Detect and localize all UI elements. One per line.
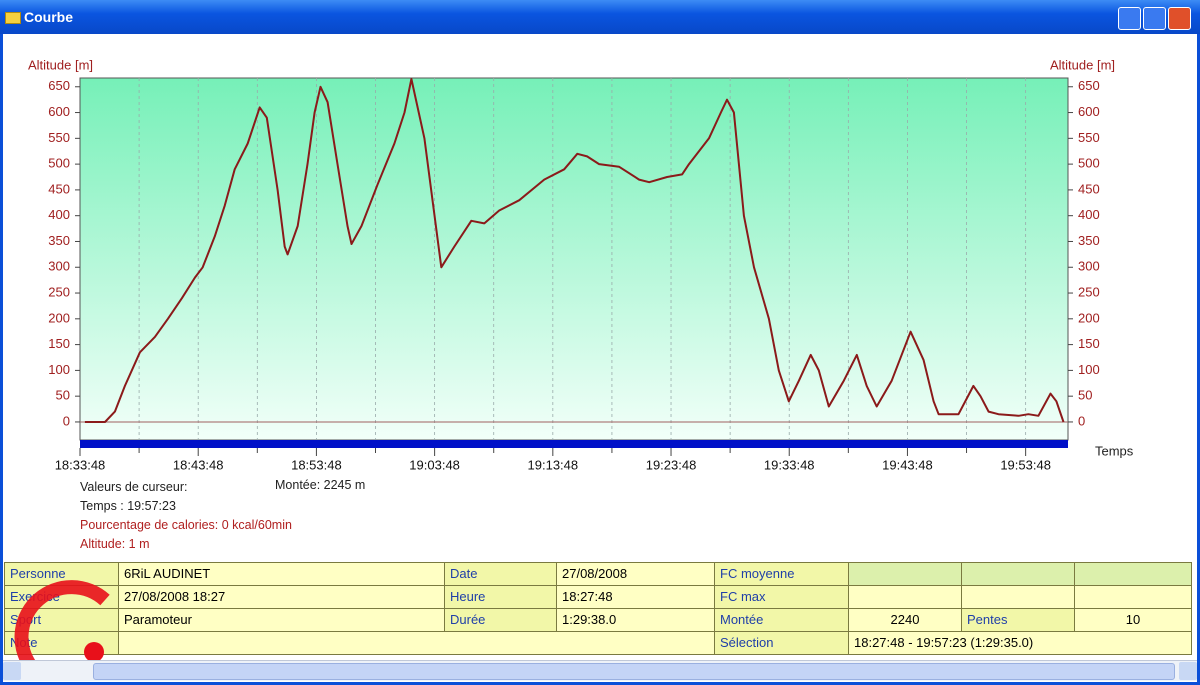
y2-tick-label: 550 (1078, 130, 1100, 145)
scroll-left-button[interactable] (3, 662, 21, 680)
y-tick-label: 650 (48, 78, 70, 93)
cursor-heading: Valeurs de curseur: (80, 480, 188, 494)
cell: 6RiL AUDINET (118, 562, 445, 586)
cell: Paramoteur (118, 608, 445, 632)
minimize-button[interactable] (1118, 7, 1141, 30)
y2-tick-label: 200 (1078, 310, 1100, 325)
y2-tick-label: 50 (1078, 388, 1092, 403)
cell (961, 562, 1075, 586)
cursor-climb: Montée: 2245 m (275, 478, 366, 492)
chart: Altitude [m] Altitude [m] Temps 18:33:48… (28, 57, 1134, 472)
y2-tick-label: 150 (1078, 336, 1100, 351)
cursor-calories: Pourcentage de calories: 0 kcal/60min (80, 518, 292, 532)
cell (1074, 562, 1192, 586)
y2-tick-label: 600 (1078, 104, 1100, 119)
y-tick-label: 600 (48, 104, 70, 119)
x-tick-label: 19:53:48 (1000, 457, 1051, 472)
y-tick-label: 150 (48, 336, 70, 351)
y-tick-label: 200 (48, 310, 70, 325)
x-axis-label: Temps (1095, 443, 1134, 458)
y-tick-label: 400 (48, 207, 70, 222)
cell: FC max (714, 585, 849, 609)
cell: 18:27:48 - 19:57:23 (1:29:35.0) (848, 631, 1192, 655)
cell: 27/08/2008 (556, 562, 715, 586)
x-tick-label: 18:33:48 (55, 457, 106, 472)
cursor-time: Temps : 19:57:23 (80, 499, 176, 513)
x-tick-label: 18:43:48 (173, 457, 224, 472)
time-bar (80, 440, 1068, 448)
y2-tick-label: 500 (1078, 156, 1100, 171)
y-tick-label: 300 (48, 259, 70, 274)
horizontal-scrollbar[interactable] (3, 660, 1197, 681)
close-button[interactable] (1168, 7, 1191, 30)
y2-tick-label: 400 (1078, 207, 1100, 222)
window-icon (5, 12, 21, 24)
y2-tick-label: 450 (1078, 181, 1100, 196)
y2-tick-label: 250 (1078, 284, 1100, 299)
y-tick-label: 0 (63, 413, 70, 428)
cell: Heure (444, 585, 557, 609)
cell: Montée (714, 608, 849, 632)
cell: 18:27:48 (556, 585, 715, 609)
cell: Durée (444, 608, 557, 632)
cursor-altitude: Altitude: 1 m (80, 537, 150, 551)
cell (1074, 585, 1192, 609)
y-tick-label: 350 (48, 233, 70, 248)
cell (961, 585, 1075, 609)
x-tick-label: 19:13:48 (528, 457, 579, 472)
x-tick-label: 19:23:48 (646, 457, 697, 472)
cell (848, 562, 962, 586)
scroll-right-button[interactable] (1179, 662, 1197, 680)
x-tick-label: 19:33:48 (764, 457, 815, 472)
title-bar: Courbe (0, 0, 1200, 34)
x-tick-label: 18:53:48 (291, 457, 342, 472)
y2-tick-label: 100 (1078, 362, 1100, 377)
cell: FC moyenne (714, 562, 849, 586)
cell: 1:29:38.0 (556, 608, 715, 632)
cell: 27/08/2008 18:27 (118, 585, 445, 609)
y2-tick-label: 650 (1078, 78, 1100, 93)
y-tick-label: 250 (48, 284, 70, 299)
x-tick-label: 19:03:48 (409, 457, 460, 472)
x-tick-label: 19:43:48 (882, 457, 933, 472)
plot-background (79, 77, 1069, 441)
cell: Date (444, 562, 557, 586)
y-tick-label: 450 (48, 181, 70, 196)
y-tick-label: 50 (56, 388, 70, 403)
watermark-logo (14, 580, 110, 669)
cursor-info: Valeurs de curseur: Temps : 19:57:23 Pou… (80, 478, 292, 554)
y2-tick-label: 0 (1078, 413, 1085, 428)
y-tick-label: 500 (48, 156, 70, 171)
cell (848, 585, 962, 609)
altitude-line (84, 78, 1065, 423)
cell: Pentes (961, 608, 1075, 632)
y-tick-label: 100 (48, 362, 70, 377)
cell: 2240 (848, 608, 962, 632)
y-axis-label: Altitude [m] (28, 57, 93, 72)
maximize-button[interactable] (1143, 7, 1166, 30)
y2-tick-label: 350 (1078, 233, 1100, 248)
cell: 10 (1074, 608, 1192, 632)
y2-tick-label: 300 (1078, 259, 1100, 274)
y-tick-label: 550 (48, 130, 70, 145)
scroll-thumb[interactable] (93, 663, 1175, 680)
window-title: Courbe (24, 9, 73, 25)
y2-axis-label: Altitude [m] (1050, 57, 1115, 72)
cell: Sélection (714, 631, 849, 655)
cell (118, 631, 715, 655)
